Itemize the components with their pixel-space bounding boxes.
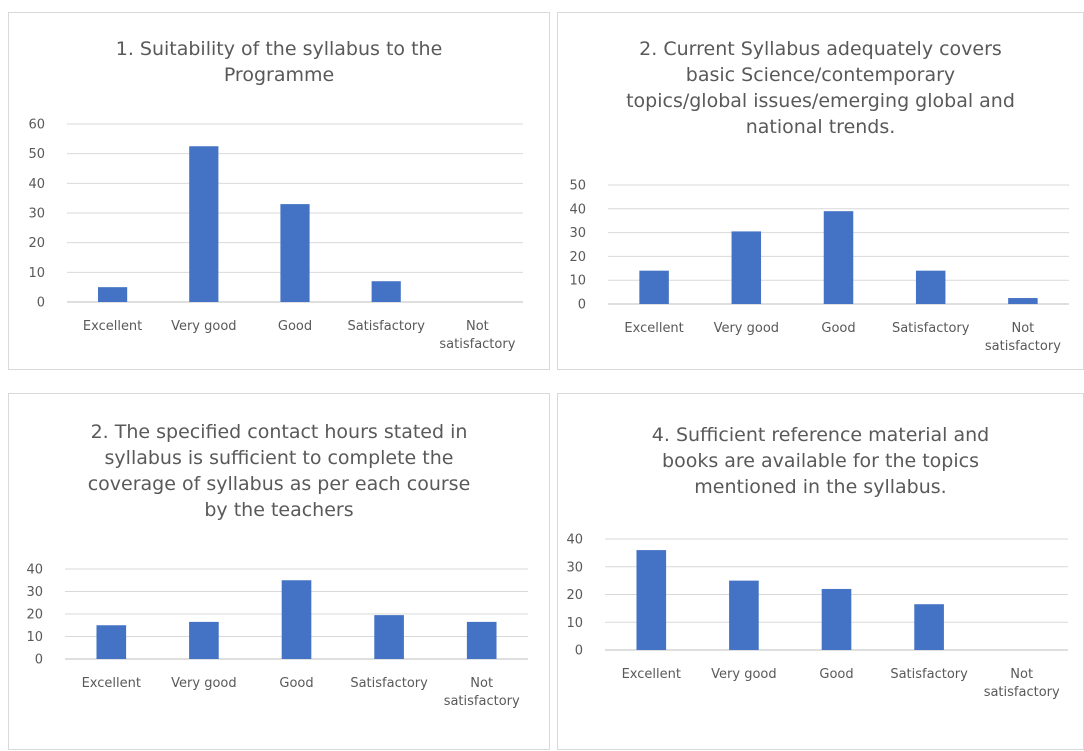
bar	[636, 550, 667, 650]
y-tick-label: 40	[569, 202, 586, 217]
bar	[466, 621, 497, 659]
chart-title-line: basic Science/contemporary	[685, 64, 956, 86]
chart-title: 2. Current Syllabus adequately covers ba…	[558, 36, 1083, 140]
chart-panel-1: 1. Suitability of the syllabus to the Pr…	[8, 12, 550, 370]
bar	[280, 204, 310, 302]
chart-title-line: national trends.	[745, 116, 896, 138]
x-category-label: Not	[1010, 667, 1033, 682]
x-category-label: Excellent	[622, 667, 681, 682]
chart-title-line: Programme	[223, 64, 335, 86]
chart-title-line: mentioned in the syllabus.	[694, 476, 947, 498]
y-tick-label: 10	[28, 266, 45, 281]
y-tick-label: 0	[37, 296, 45, 311]
y-tick-label: 40	[566, 533, 583, 548]
y-tick-label: 30	[26, 585, 43, 600]
bar	[189, 146, 219, 302]
chart-title-line: 4. Sufficient reference material and	[651, 424, 990, 446]
chart-panel-3: 2. The specified contact hours stated in…	[8, 393, 550, 750]
chart-title-line: coverage of syllabus as per each course	[87, 473, 471, 495]
x-category-label: Good	[279, 676, 313, 691]
bar-chart: 0 10 20 30 40 Excellent Very good Good Satisfact…	[26, 563, 528, 709]
x-category-label: Very good	[171, 676, 236, 691]
chart-panel-2: 2. Current Syllabus adequately covers ba…	[557, 12, 1084, 370]
y-tick-label: 20	[28, 236, 45, 251]
y-tick-label: 0	[575, 644, 583, 659]
x-category-label: Very good	[171, 319, 236, 334]
x-category-label: Excellent	[624, 321, 683, 336]
y-tick-label: 40	[26, 563, 43, 578]
chart-title: 2. The specified contact hours stated in…	[9, 419, 549, 523]
x-category-label: Not	[466, 319, 489, 334]
x-category-label: Good	[821, 321, 855, 336]
bar	[914, 604, 944, 650]
bar	[281, 580, 312, 659]
x-category-label: Satisfactory	[347, 319, 425, 334]
bar	[731, 231, 762, 304]
x-category-label: Excellent	[82, 676, 141, 691]
y-tick-label: 60	[28, 118, 45, 133]
chart-title: 1. Suitability of the syllabus to the Pr…	[9, 36, 549, 88]
bar-chart: 0 10 20 30 40 50 Excellent Very good Good Satisfa…	[569, 179, 1069, 354]
y-tick-label: 20	[569, 250, 586, 265]
y-tick-label: 40	[28, 177, 45, 192]
chart-title-line: by the teachers	[204, 499, 354, 521]
chart-title-line: 1. Suitability of the syllabus to the	[115, 38, 443, 60]
x-category-label: satisfactory	[984, 685, 1060, 700]
y-tick-label: 10	[26, 630, 43, 645]
x-category-label: Excellent	[83, 319, 142, 334]
x-category-label: Not	[470, 676, 493, 691]
chart-title-line: topics/global issues/emerging global and	[626, 90, 1015, 112]
y-tick-label: 20	[566, 588, 583, 603]
bar	[639, 270, 669, 304]
x-category-label: Not	[1012, 321, 1035, 336]
chart-title: 4. Sufficient reference material and boo…	[558, 422, 1083, 500]
bar	[915, 270, 946, 304]
x-category-label: Good	[819, 667, 853, 682]
x-category-label: Satisfactory	[350, 676, 428, 691]
bar	[374, 615, 404, 659]
y-tick-label: 0	[35, 653, 43, 668]
y-tick-label: 0	[578, 298, 586, 313]
y-tick-label: 50	[28, 147, 45, 162]
bar	[371, 281, 401, 302]
y-tick-label: 10	[566, 616, 583, 631]
x-category-label: satisfactory	[985, 339, 1061, 354]
y-tick-label: 30	[28, 207, 45, 222]
bar-chart: 0 10 20 30 40 Excellent Very good Good Satisfact…	[566, 533, 1068, 700]
chart-panel-4: 4. Sufficient reference material and boo…	[557, 393, 1084, 750]
x-category-label: Good	[278, 319, 312, 334]
x-category-label: Very good	[711, 667, 776, 682]
y-tick-label: 20	[26, 608, 43, 623]
bar	[821, 588, 852, 650]
bar-chart: 0 10 20 30 40 50 60 Excellent Very good Good Satis…	[28, 118, 523, 352]
bar	[96, 625, 127, 659]
x-category-label: satisfactory	[444, 694, 520, 709]
bar	[823, 211, 854, 304]
bar	[98, 287, 128, 302]
y-tick-label: 30	[566, 560, 583, 575]
chart-title-line: books are available for the topics	[662, 450, 979, 472]
bar	[729, 580, 759, 650]
chart-title-line: syllabus is sufficient to complete the	[104, 447, 454, 469]
chart-title-line: 2. Current Syllabus adequately covers	[639, 38, 1002, 60]
bar	[1008, 298, 1038, 304]
x-category-label: Satisfactory	[890, 667, 968, 682]
x-category-label: satisfactory	[439, 337, 515, 352]
y-tick-label: 50	[569, 179, 586, 194]
y-tick-label: 30	[569, 226, 586, 241]
chart-title-line: 2. The specified contact hours stated in	[90, 421, 468, 443]
x-category-label: Very good	[714, 321, 779, 336]
bar	[189, 621, 219, 659]
x-category-label: Satisfactory	[892, 321, 970, 336]
y-tick-label: 10	[569, 274, 586, 289]
